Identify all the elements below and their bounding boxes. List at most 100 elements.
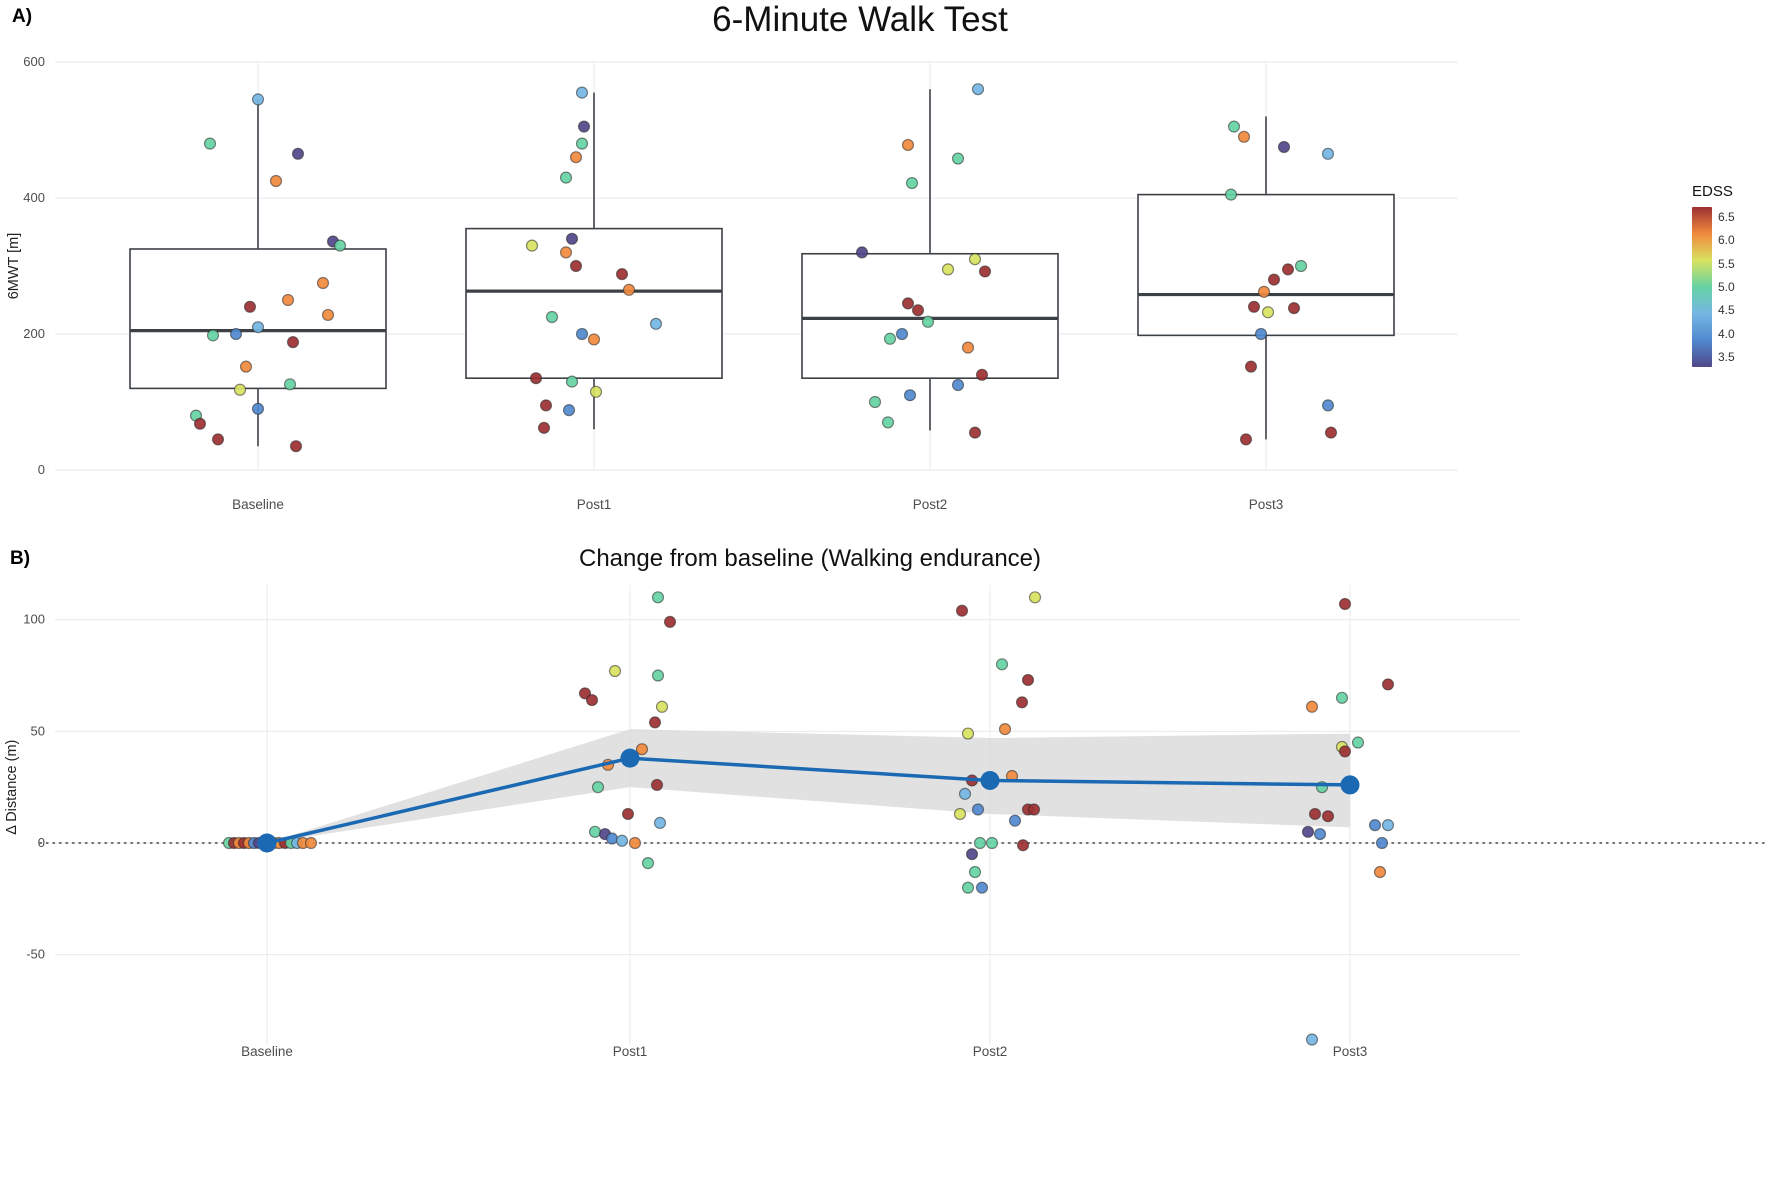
data-point: [1321, 810, 1335, 823]
data-point: [958, 787, 972, 800]
data-point: [1247, 300, 1261, 313]
data-point: [1239, 433, 1253, 446]
data-point: [961, 341, 975, 354]
data-point: [559, 171, 573, 184]
y-tick-label: 200: [23, 326, 45, 341]
y-tick-label: -50: [26, 947, 45, 962]
data-point: [291, 147, 305, 160]
data-point: [304, 836, 318, 850]
data-point: [316, 276, 330, 290]
data-point: [903, 389, 917, 402]
x-category-label: Baseline: [232, 497, 284, 512]
panel-a-chart: 0 200 400 600 Baseline Post1 Post2 Post3 6MWT [m…: [6, 54, 1458, 512]
data-point: [1277, 140, 1291, 154]
data-point: [955, 604, 969, 617]
data-point: [1321, 147, 1335, 160]
data-point: [951, 378, 965, 392]
legend-title: EDSS: [1692, 183, 1733, 200]
edss-legend: EDSS 6.5 6.0 5.5 5.0 4.5 4.0 3.5: [1692, 183, 1735, 367]
data-point: [1381, 678, 1395, 691]
data-point: [577, 120, 591, 133]
data-point: [621, 807, 635, 821]
boxplot-baseline: [129, 99, 387, 447]
legend-tick: 4.0: [1718, 326, 1735, 341]
jitter-points-post1: [578, 591, 677, 870]
data-point: [649, 317, 663, 330]
x-category-label: Post3: [1333, 1044, 1368, 1059]
data-point: [1244, 360, 1258, 373]
data-point: [1021, 673, 1035, 687]
mean-point: [620, 748, 640, 768]
data-point: [565, 232, 579, 245]
data-point: [968, 426, 982, 439]
data-point: [975, 368, 989, 381]
data-point: [559, 246, 573, 259]
data-point: [971, 803, 985, 816]
legend-tick: 5.5: [1718, 256, 1735, 271]
data-point: [206, 329, 220, 342]
data-point: [211, 433, 225, 446]
data-point: [1254, 327, 1268, 341]
data-point: [233, 383, 247, 396]
data-point: [1016, 839, 1030, 852]
x-category-label: Post2: [973, 1044, 1008, 1059]
data-point: [968, 865, 982, 879]
data-point: [289, 440, 303, 453]
data-point: [587, 333, 601, 346]
data-point: [193, 417, 207, 430]
data-point: [655, 700, 669, 713]
data-point: [589, 385, 603, 398]
mean-point: [980, 770, 1000, 790]
data-point: [539, 399, 553, 412]
data-point: [1015, 696, 1029, 709]
data-point: [663, 615, 677, 629]
x-category-label: Post3: [1249, 497, 1284, 512]
data-point: [283, 378, 297, 391]
data-point: [575, 137, 589, 150]
data-point: [941, 263, 955, 276]
data-point: [961, 881, 975, 894]
data-point: [961, 727, 975, 740]
data-point: [650, 778, 664, 792]
data-point: [565, 375, 579, 388]
data-point: [333, 239, 347, 252]
x-category-label: Baseline: [241, 1044, 293, 1059]
data-point: [651, 591, 665, 604]
box: [465, 227, 723, 380]
data-point: [978, 265, 992, 278]
data-point: [545, 310, 559, 324]
panel-a-label: A): [12, 6, 33, 27]
legend-tick: 4.5: [1718, 303, 1735, 318]
data-point: [1375, 836, 1389, 850]
y-tick-label: 0: [38, 462, 45, 477]
jitter-points-baseline: [189, 93, 347, 453]
data-point: [995, 658, 1009, 671]
data-point: [648, 716, 662, 729]
x-category-label: Post1: [577, 497, 612, 512]
data-point: [1227, 120, 1241, 133]
data-point: [1351, 736, 1365, 749]
data-point: [868, 395, 882, 409]
mean-line: [266, 756, 1351, 845]
data-point: [569, 151, 583, 164]
data-point: [628, 836, 642, 850]
legend-tick-labels: 6.5 6.0 5.5 5.0 4.5 4.0 3.5: [1718, 211, 1735, 363]
data-point: [1287, 302, 1301, 315]
boxplot-post3: [1137, 116, 1395, 440]
data-point: [251, 93, 265, 106]
y-tick-label: 50: [31, 723, 45, 738]
legend-colorbar: [1692, 207, 1712, 367]
data-point: [251, 402, 265, 415]
data-point: [1321, 399, 1335, 412]
data-point: [321, 308, 335, 322]
data-point: [985, 836, 999, 850]
data-point: [1267, 273, 1281, 286]
box: [129, 248, 387, 390]
data-point: [1305, 1033, 1319, 1046]
data-point: [1338, 745, 1352, 758]
data-point: [269, 174, 283, 188]
data-point: [239, 360, 253, 373]
data-point: [1305, 700, 1319, 713]
jitter-points-post1: [525, 86, 663, 434]
